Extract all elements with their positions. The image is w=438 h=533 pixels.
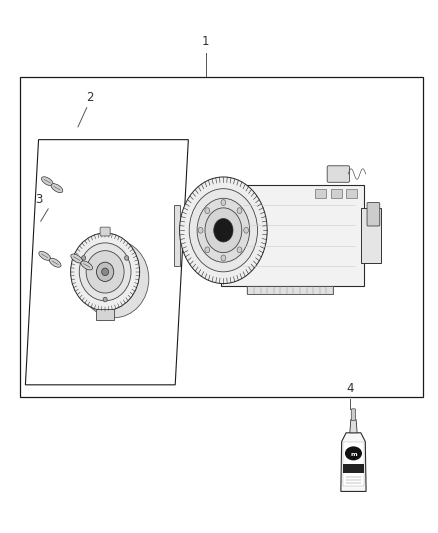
FancyBboxPatch shape: [174, 205, 180, 266]
Circle shape: [189, 189, 258, 272]
Ellipse shape: [96, 262, 114, 281]
FancyBboxPatch shape: [343, 441, 364, 486]
Circle shape: [205, 208, 242, 253]
Ellipse shape: [42, 177, 53, 185]
Ellipse shape: [81, 256, 86, 260]
Circle shape: [197, 198, 250, 262]
Circle shape: [214, 219, 233, 242]
Polygon shape: [341, 433, 366, 491]
Polygon shape: [350, 419, 357, 433]
FancyBboxPatch shape: [96, 309, 114, 320]
FancyBboxPatch shape: [315, 189, 326, 198]
Ellipse shape: [102, 268, 109, 276]
FancyBboxPatch shape: [327, 166, 350, 182]
Ellipse shape: [79, 243, 131, 301]
Ellipse shape: [124, 256, 129, 260]
FancyBboxPatch shape: [343, 464, 364, 473]
FancyBboxPatch shape: [221, 185, 364, 286]
Circle shape: [237, 208, 242, 214]
Circle shape: [237, 247, 242, 253]
Text: 4: 4: [346, 383, 354, 395]
Circle shape: [205, 247, 210, 253]
Ellipse shape: [80, 240, 149, 318]
Ellipse shape: [103, 297, 107, 302]
Circle shape: [198, 227, 203, 233]
Text: 2: 2: [86, 91, 94, 104]
Circle shape: [205, 208, 210, 214]
FancyBboxPatch shape: [247, 286, 333, 294]
Text: m: m: [350, 453, 357, 457]
Ellipse shape: [71, 254, 82, 263]
Ellipse shape: [51, 184, 63, 192]
Ellipse shape: [81, 261, 92, 270]
Circle shape: [180, 177, 267, 284]
FancyBboxPatch shape: [346, 189, 357, 198]
Text: 3: 3: [35, 193, 42, 206]
FancyBboxPatch shape: [100, 227, 110, 236]
FancyBboxPatch shape: [361, 208, 381, 263]
Circle shape: [221, 199, 226, 205]
Ellipse shape: [49, 259, 61, 267]
Circle shape: [221, 255, 226, 261]
Ellipse shape: [345, 446, 362, 461]
Circle shape: [244, 227, 249, 233]
FancyBboxPatch shape: [367, 203, 380, 226]
FancyBboxPatch shape: [351, 409, 356, 421]
Text: 1: 1: [202, 35, 210, 48]
Ellipse shape: [39, 252, 50, 260]
FancyBboxPatch shape: [331, 189, 342, 198]
Ellipse shape: [86, 251, 124, 293]
Ellipse shape: [71, 233, 140, 311]
